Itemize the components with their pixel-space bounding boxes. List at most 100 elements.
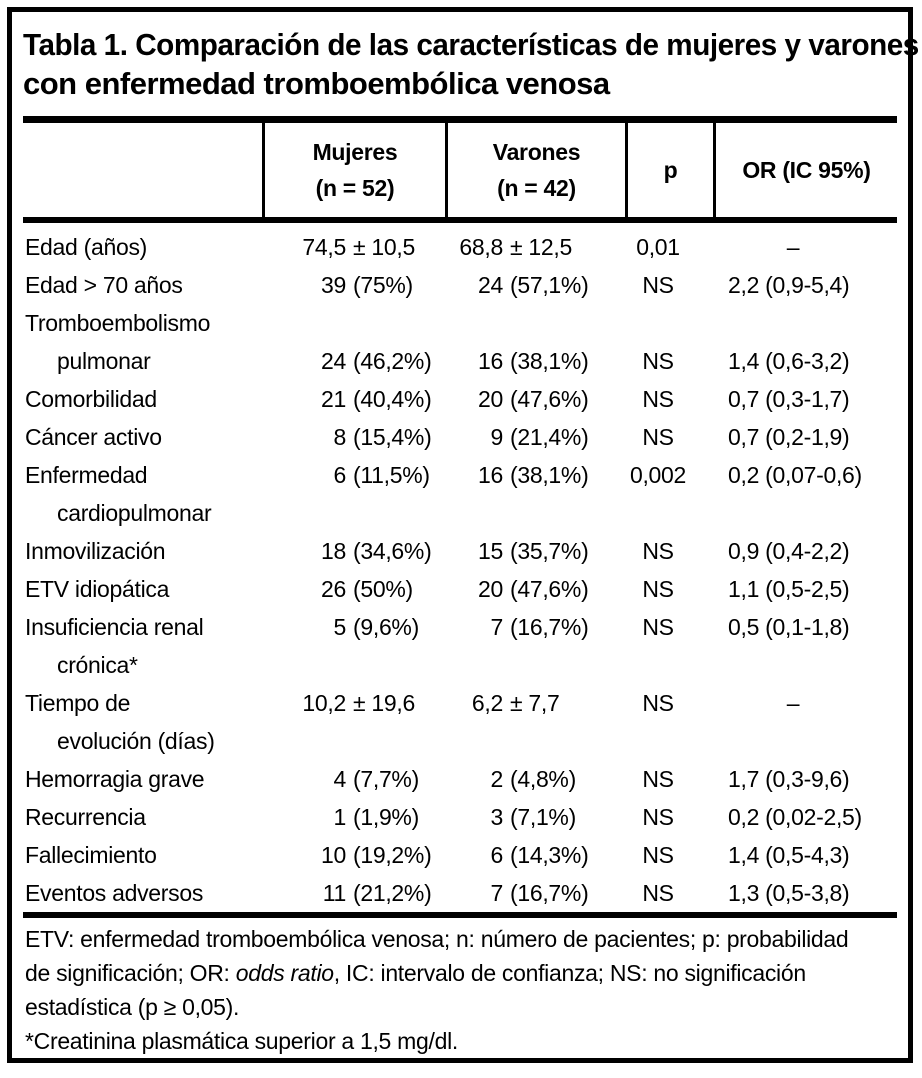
cell-varones-number: 9 [490, 423, 504, 450]
cell-varones-detail: (16,7%) [510, 613, 589, 640]
cell-varones-number: 2 [490, 765, 504, 792]
cell-varones-detail: (21,4%) [510, 423, 589, 450]
cell-mujeres-number: 11 [322, 879, 347, 906]
cell-or: 1,7 (0,3-9,6) [728, 765, 850, 792]
cell-or: 0,7 (0,2-1,9) [728, 423, 850, 450]
table-footnotes: ETV: enfermedad tromboembólica venosa; n… [12, 918, 908, 1058]
table-row: Insuficiencia renal 5 (9,6%) 7 (16,7%) NS 0,5 … [12, 608, 908, 646]
cell-p: NS [642, 613, 674, 640]
column-header-line: p [663, 157, 678, 183]
cell-or: 0,9 (0,4-2,2) [728, 537, 850, 564]
cell-varones: 9 (21,4%) [445, 424, 625, 451]
column-header-mujeres: Mujeres (n = 52) [262, 123, 445, 217]
row-label: Edad > 70 años [25, 271, 183, 298]
cell-mujeres-number: 18 [321, 537, 346, 564]
cell-varones-detail: (4,8%) [510, 765, 576, 792]
cell-mujeres: 11 (21,2%) [262, 880, 445, 907]
cell-p: NS [642, 765, 674, 792]
cell-mujeres-number: 10 [321, 841, 346, 868]
cell-varones-number: 3 [490, 803, 504, 830]
cell-mujeres-number: 8 [333, 423, 347, 450]
cell-p: NS [642, 347, 674, 374]
cell-varones-number: 24 [478, 271, 503, 298]
row-label: crónica* [57, 651, 138, 678]
table-row: Edad (años) 74,5 ± 10,5 68,8 ± 12,5 0,01 – [12, 228, 908, 266]
cell-mujeres: 18 (34,6%) [262, 538, 445, 565]
cell-mujeres-detail: ± 10,5 [353, 233, 415, 260]
cell-mujeres: 21 (40,4%) [262, 386, 445, 413]
table-row: Enfermedad 6 (11,5%) 16 (38,1%) 0,002 0,2 (0,0… [12, 456, 908, 494]
cell-p: 0,002 [629, 461, 687, 488]
cell-mujeres-number: 24 [321, 347, 346, 374]
column-header-p: p [625, 123, 713, 217]
cell-mujeres-number: 39 [321, 271, 346, 298]
footnote-line: estadística (p ≥ 0,05). [25, 990, 895, 1024]
cell-mujeres: 8 (15,4%) [262, 424, 445, 451]
cell-mujeres: 24 (46,2%) [262, 348, 445, 375]
cell-or: 0,7 (0,3-1,7) [728, 385, 850, 412]
cell-or: – [713, 690, 908, 717]
cell-mujeres-detail: (34,6%) [353, 537, 432, 564]
cell-or: 0,2 (0,02-2,5) [728, 803, 862, 830]
cell-mujeres: 39 (75%) [262, 272, 445, 299]
cell-mujeres-detail: (11,5%) [353, 461, 430, 488]
row-label: Edad (años) [25, 233, 147, 260]
row-label: Enfermedad [25, 461, 148, 488]
cell-varones-detail: (35,7%) [510, 537, 589, 564]
column-header-line: Mujeres [312, 139, 398, 165]
cell-varones-detail: (38,1%) [510, 347, 589, 374]
footnote-text-segment: ETV: enfermedad tromboembólica venosa; n… [25, 926, 849, 952]
cell-p: NS [642, 423, 674, 450]
cell-mujeres: 4 (7,7%) [262, 766, 445, 793]
cell-varones: 68,8 ± 12,5 [445, 234, 625, 261]
cell-varones-detail: (47,6%) [510, 385, 589, 412]
cell-mujeres-number: 10,2 [302, 689, 346, 716]
row-label: Cáncer activo [25, 423, 162, 450]
table-row: evolución (días) [12, 722, 908, 760]
row-label: pulmonar [57, 347, 151, 374]
row-label: evolución (días) [57, 727, 215, 754]
table-row: Hemorragia grave 4 (7,7%) 2 (4,8%) NS 1,7 (0,3… [12, 760, 908, 798]
row-label: cardiopulmonar [57, 499, 212, 526]
row-label: Hemorragia grave [25, 765, 205, 792]
cell-mujeres-number: 5 [333, 613, 347, 640]
cell-p: NS [642, 879, 674, 906]
cell-mujeres-detail: (50%) [353, 575, 413, 602]
cell-varones-number: 7 [490, 613, 504, 640]
cell-mujeres-number: 21 [321, 385, 346, 412]
row-label: Recurrencia [25, 803, 146, 830]
row-label: Fallecimiento [25, 841, 157, 868]
cell-varones: 6 (14,3%) [445, 842, 625, 869]
cell-p: NS [642, 537, 674, 564]
cell-mujeres: 10,2 ± 19,6 [262, 690, 445, 717]
cell-varones: 6,2 ± 7,7 [445, 690, 625, 717]
footnote-line-text: estadística (p ≥ 0,05). [25, 990, 239, 1024]
table-header-row: Mujeres (n = 52) Varones (n = 42) p OR (IC… [23, 123, 897, 217]
footnote-line-text: *Creatinina plasmática superior a 1,5 mg… [25, 1024, 458, 1058]
cell-p: NS [642, 803, 674, 830]
table-row: Cáncer activo 8 (15,4%) 9 (21,4%) NS 0,7 (0,2-… [12, 418, 908, 456]
cell-p: NS [642, 841, 674, 868]
cell-or: 0,5 (0,1-1,8) [728, 613, 850, 640]
cell-mujeres-number: 6 [333, 461, 347, 488]
table-title-line: con enfermedad tromboembólica venosa [23, 66, 610, 101]
cell-mujeres: 5 (9,6%) [262, 614, 445, 641]
table-row: crónica* [12, 646, 908, 684]
footnote-line: ETV: enfermedad tromboembólica venosa; n… [25, 922, 895, 956]
title-divider-rule [23, 116, 897, 123]
table-title-line: Tabla 1. Comparación de las característi… [23, 27, 919, 62]
cell-p: 0,01 [636, 233, 680, 260]
cell-varones: 15 (35,7%) [445, 538, 625, 565]
cell-or-dash: – [786, 689, 800, 716]
table-row: pulmonar 24 (46,2%) 16 (38,1%) NS 1,4 (0,6-3,2… [12, 342, 908, 380]
row-label: Inmovilización [25, 537, 166, 564]
footnote-text-segment: , IC: intervalo de confianza; NS: no sig… [333, 960, 806, 986]
header-divider-rule [23, 217, 897, 223]
row-label: Tiempo de [25, 689, 131, 716]
cell-mujeres-detail: (9,6%) [353, 613, 419, 640]
column-header-line: (n = 52) [315, 175, 395, 201]
table-title: Tabla 1. Comparación de las característi… [12, 12, 919, 103]
cell-varones: 16 (38,1%) [445, 462, 625, 489]
cell-varones-detail: (14,3%) [510, 841, 589, 868]
